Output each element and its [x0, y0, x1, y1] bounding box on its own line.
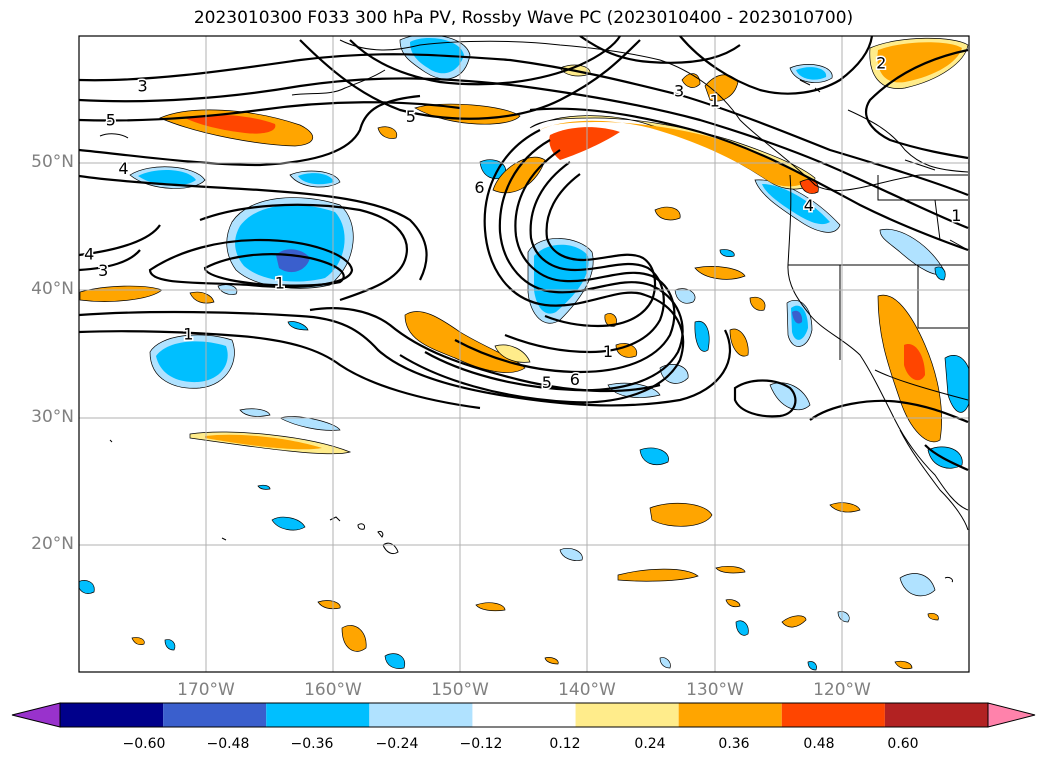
colorbar-tick-label: 0.60 [887, 736, 919, 752]
colorbar [11, 702, 1036, 728]
pv-contour-label: 4 [84, 244, 94, 263]
lat-label-50n: 50°N [31, 152, 74, 172]
pv-contour-label: 4 [118, 159, 128, 178]
pv-contours [79, 36, 969, 472]
colorbar-segment [472, 703, 576, 727]
colorbar-tick-label: −0.48 [206, 736, 250, 752]
colorbar-segment [369, 703, 473, 727]
colorbar-tick-label: −0.24 [375, 736, 419, 752]
colorbar-tick-label: 0.36 [718, 736, 750, 752]
colorbar-frame [59, 702, 989, 728]
lon-label-130w: 130°W [686, 680, 744, 700]
lon-label-120w: 120°W [813, 680, 871, 700]
colorbar-tick-label: 0.48 [803, 736, 835, 752]
lat-label-40n: 40°N [31, 279, 74, 299]
pv-contour-label: 5 [106, 111, 116, 130]
colorbar-segment [678, 703, 782, 727]
lon-label-160w: 160°W [304, 680, 362, 700]
colorbar-extend-low [11, 702, 61, 728]
pv-contour-label: 3 [674, 81, 684, 100]
lon-label-150w: 150°W [431, 680, 489, 700]
gridlines [79, 36, 969, 672]
colorbar-extend-high [987, 702, 1036, 728]
colorbar-tick-label: 0.24 [634, 736, 666, 752]
pv-contour-label: 5 [406, 107, 416, 126]
lon-label-170w: 170°W [177, 680, 235, 700]
pv-contour-label: 3 [137, 76, 147, 95]
map-title: 2023010300 F033 300 hPa PV, Rossby Wave … [193, 8, 854, 28]
colorbar-segment [575, 703, 679, 727]
lat-label-20n: 20°N [31, 534, 74, 554]
colorbar-tick-label: −0.12 [459, 736, 503, 752]
colorbar-tick-label: −0.60 [122, 736, 166, 752]
pv-contour-label: 1 [183, 324, 193, 343]
colorbar-tick-label: −0.36 [290, 736, 334, 752]
pv-contour-label: 2 [876, 53, 886, 72]
colorbar-segment [163, 703, 267, 727]
colorbar-segment [884, 703, 988, 727]
pv-contour-label: 6 [474, 178, 484, 197]
pv-contour-label: 5 [542, 373, 552, 392]
pv-contour-label: 3 [98, 261, 108, 280]
pv-contour-label: 4 [804, 196, 814, 215]
colorbar-segment [60, 703, 164, 727]
lon-label-140w: 140°W [558, 680, 616, 700]
lat-label-30n: 30°N [31, 407, 74, 427]
colorbar-segment [781, 703, 885, 727]
pv-contour-label: 6 [570, 370, 580, 389]
pc-shading [79, 36, 969, 671]
pv-contour-label: 1 [603, 342, 613, 361]
pv-contour-label: 1 [710, 92, 720, 111]
colorbar-tick-label: 0.12 [549, 736, 581, 752]
pv-contour-label: 1 [275, 274, 285, 293]
colorbar-segment [266, 703, 370, 727]
map-frame [78, 35, 970, 673]
pv-contour-label: 1 [951, 206, 961, 225]
